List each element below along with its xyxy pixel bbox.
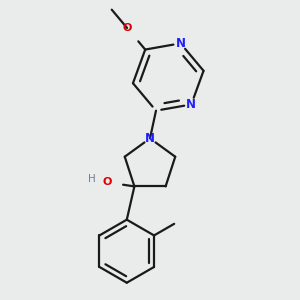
Text: H: H (88, 174, 95, 184)
Text: O: O (103, 177, 112, 188)
Text: N: N (145, 132, 155, 145)
Text: O: O (122, 23, 132, 33)
Text: N: N (176, 37, 185, 50)
Text: N: N (186, 98, 196, 111)
